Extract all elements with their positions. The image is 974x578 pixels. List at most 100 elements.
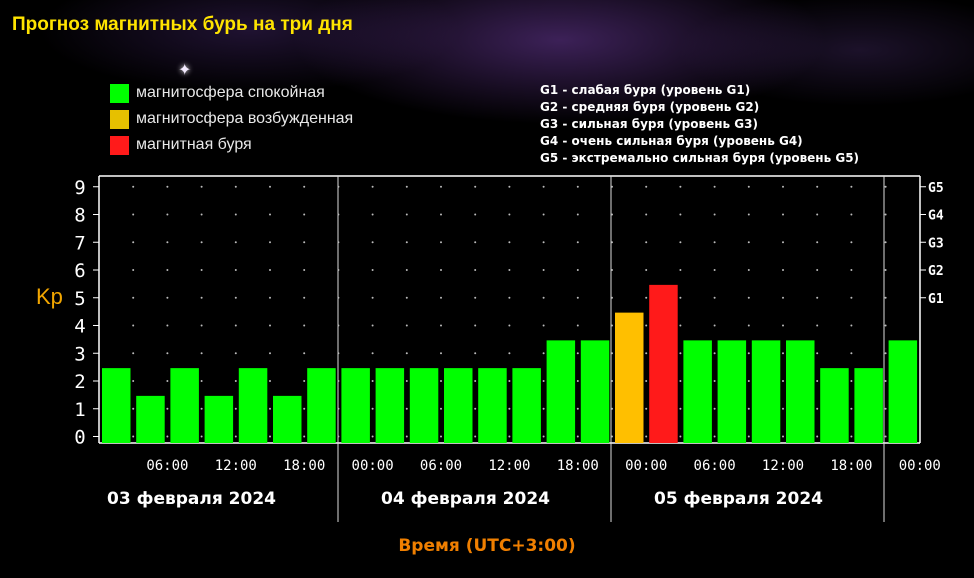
grid-dot	[816, 352, 819, 355]
grid-dot	[371, 241, 374, 244]
grid-dot	[337, 185, 340, 188]
grid-dot	[679, 407, 682, 410]
grid-dot	[576, 407, 579, 410]
kp-bar-2	[136, 395, 165, 443]
grid-dot	[371, 435, 374, 438]
grid-dot	[337, 269, 340, 271]
kp-bar-15	[580, 340, 610, 443]
grid-dot	[234, 213, 237, 216]
grid-dot	[234, 380, 237, 382]
legend-label-storm: магнитная буря	[136, 136, 252, 153]
grid-dot	[679, 435, 682, 438]
kp-bar-22	[820, 368, 849, 443]
grid-dot	[440, 407, 442, 410]
grid-dot	[576, 185, 579, 188]
grid-dot	[440, 380, 442, 382]
grid-dot	[132, 296, 135, 299]
grid-dot	[337, 296, 340, 299]
grid-dot	[747, 213, 750, 216]
grid-dot	[542, 241, 545, 244]
g-tick-label-g2: G2	[928, 264, 944, 279]
grid-dot	[713, 185, 716, 188]
grid-dot	[645, 296, 648, 299]
grid-dot	[645, 352, 648, 355]
grid-dot	[508, 213, 511, 216]
grid-dot	[542, 407, 545, 410]
grid-dot	[166, 324, 169, 327]
grid-dot	[816, 241, 819, 244]
sparkle-star-icon: ✦	[178, 60, 192, 79]
y-tick-label-0: 0	[74, 427, 85, 449]
grid-dot	[405, 241, 408, 244]
grid-dot	[132, 352, 135, 355]
grid-dot	[508, 241, 511, 244]
grid-dot	[816, 324, 819, 327]
grid-dot	[508, 435, 511, 438]
grid-dot	[884, 352, 887, 355]
grid-dot	[200, 407, 203, 410]
g-tick-label-g4: G4	[928, 209, 944, 224]
time-tick-label: 00:00	[899, 458, 941, 474]
grid-dot	[303, 324, 306, 327]
grid-dot	[132, 213, 135, 216]
grid-dot	[645, 435, 648, 438]
grid-dot	[166, 185, 169, 188]
kp-bar-6	[273, 395, 302, 443]
grid-dot	[405, 352, 408, 355]
grid-dot	[337, 352, 340, 355]
kp-bar-19	[717, 340, 747, 443]
grid-dot	[166, 296, 169, 299]
page-title: Прогноз магнитных бурь на три дня	[12, 14, 353, 35]
kp-bar-11	[444, 368, 473, 443]
grid-dot	[679, 185, 682, 188]
grid-dot	[200, 296, 203, 299]
grid-dot	[200, 435, 203, 438]
legend-swatch-storm	[110, 135, 129, 155]
grid-dot	[747, 352, 750, 355]
grid-dot	[269, 241, 271, 244]
y-tick-label-3: 3	[74, 343, 85, 365]
y-axis-label: Kp	[36, 284, 63, 309]
grid-dot	[405, 435, 408, 438]
grid-dot	[713, 296, 716, 299]
grid-dot	[234, 435, 237, 438]
grid-dot	[713, 213, 716, 216]
y-tick-label-5: 5	[74, 288, 85, 310]
grid-dot	[782, 185, 784, 188]
grid-dot	[269, 269, 271, 271]
grid-dot	[679, 352, 682, 355]
grid-dot	[508, 296, 511, 299]
kp-bar-23	[854, 368, 883, 443]
grid-dot	[234, 407, 237, 410]
grid-dot	[200, 324, 203, 327]
grid-dot	[269, 435, 271, 438]
grid-dot	[234, 352, 237, 355]
grid-dot	[611, 185, 613, 188]
time-tick-label: 00:00	[352, 458, 394, 474]
grid-dot	[508, 185, 511, 188]
grid-dot	[440, 269, 442, 271]
time-tick-label: 06:00	[420, 458, 462, 474]
grid-dot	[611, 269, 613, 271]
grid-dot	[542, 213, 545, 216]
grid-dot	[405, 407, 408, 410]
grid-dot	[884, 213, 887, 216]
grid-dot	[303, 296, 306, 299]
grid-dot	[440, 213, 442, 216]
grid-dot	[747, 435, 750, 438]
grid-dot	[337, 241, 340, 244]
grid-dot	[542, 324, 545, 327]
grid-dot	[884, 380, 887, 382]
grid-dot	[440, 241, 442, 244]
grid-dot	[474, 324, 477, 327]
kp-bar-7	[307, 368, 336, 443]
grid-dot	[166, 407, 169, 410]
kp-bar-21	[786, 340, 815, 443]
grid-dot	[440, 324, 442, 327]
grid-dot	[850, 269, 853, 271]
grid-dot	[269, 352, 271, 355]
grid-dot	[337, 380, 340, 382]
grid-dot	[440, 435, 442, 438]
grid-dot	[782, 213, 784, 216]
time-tick-label: 18:00	[557, 458, 599, 474]
